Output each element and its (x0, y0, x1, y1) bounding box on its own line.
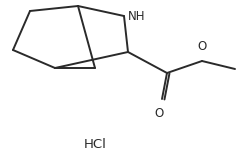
Text: NH: NH (128, 10, 146, 23)
Text: HCl: HCl (84, 138, 106, 152)
Text: O: O (198, 40, 206, 53)
Text: O: O (154, 107, 164, 120)
